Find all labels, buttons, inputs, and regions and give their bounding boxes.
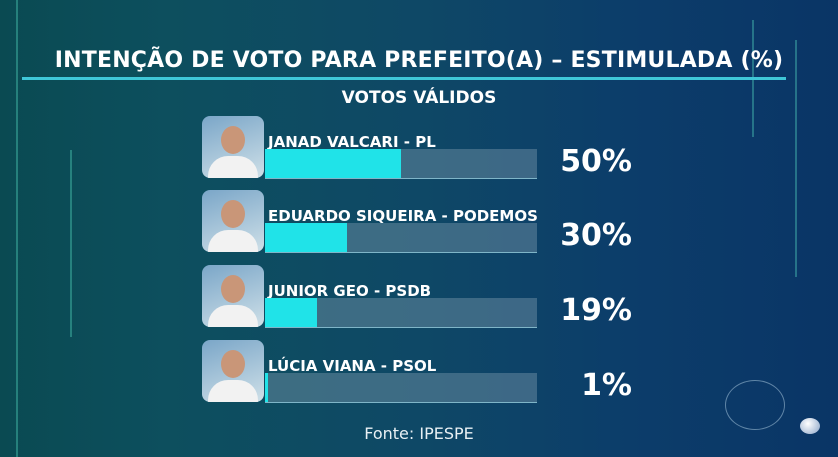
candidate-photo <box>202 116 264 178</box>
bar-track <box>265 149 537 179</box>
decor-stripe <box>16 0 18 457</box>
candidate-photo <box>202 265 264 327</box>
candidate-photo <box>202 340 264 402</box>
decor-stripe <box>795 40 797 277</box>
tv-jovem-logo-icon <box>800 418 820 434</box>
bar-track <box>265 223 537 253</box>
bar <box>265 149 401 178</box>
chart-title: INTENÇÃO DE VOTO PARA PREFEITO(A) – ESTI… <box>54 48 784 73</box>
data-label: 50% <box>560 144 632 179</box>
source-note: Fonte: IPESPE <box>364 424 474 443</box>
data-label: 30% <box>560 218 632 253</box>
bar-label: EDUARDO SIQUEIRA - PODEMOS <box>268 207 538 225</box>
bar <box>265 373 268 402</box>
bar-track <box>265 298 537 328</box>
title-underline <box>22 77 786 80</box>
bar <box>265 298 317 327</box>
bar-label: LÚCIA VIANA - PSOL <box>268 357 437 375</box>
bar <box>265 223 347 252</box>
decor-stripe <box>70 150 72 337</box>
data-label: 19% <box>560 293 632 328</box>
bar-track <box>265 373 537 403</box>
bar-label: JUNIOR GEO - PSDB <box>268 282 432 300</box>
broadcaster-watermark-icon <box>725 380 785 430</box>
chart-subtitle: VOTOS VÁLIDOS <box>341 88 497 108</box>
bar-label: JANAD VALCARI - PL <box>268 133 436 151</box>
candidate-photo <box>202 190 264 252</box>
data-label: 1% <box>581 368 632 403</box>
